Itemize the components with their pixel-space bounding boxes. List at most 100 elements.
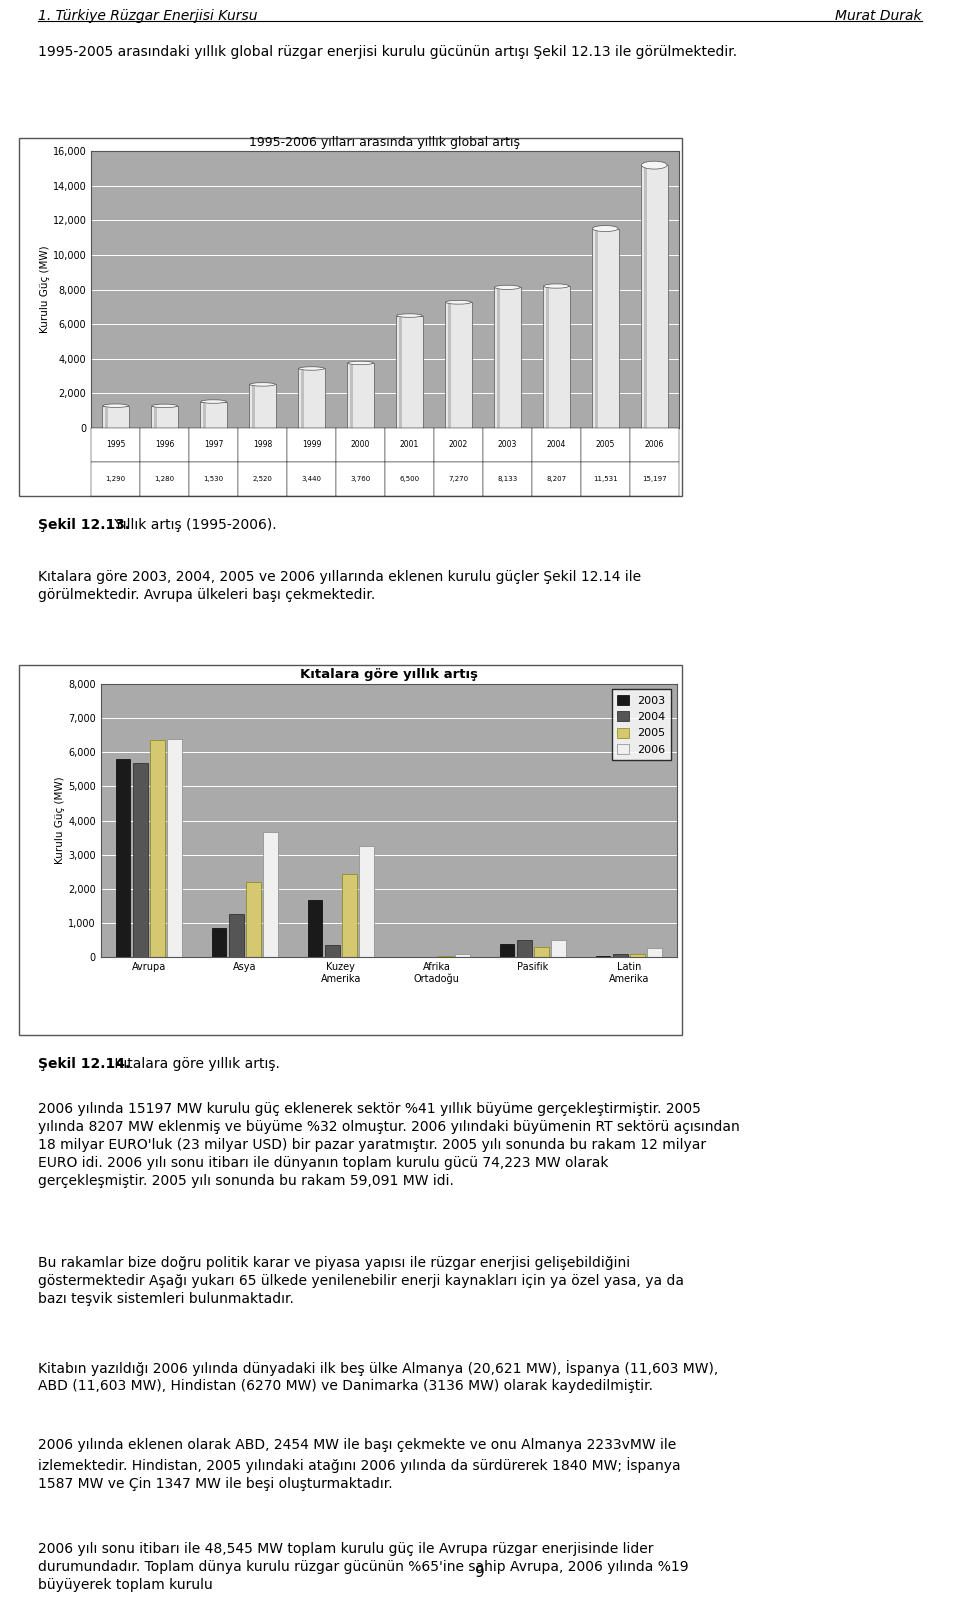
- Ellipse shape: [543, 283, 569, 288]
- Bar: [612, 954, 628, 957]
- Ellipse shape: [250, 383, 276, 386]
- Text: 1,530: 1,530: [204, 476, 224, 481]
- Bar: [151, 405, 179, 428]
- Bar: [132, 763, 148, 957]
- Bar: [200, 402, 228, 428]
- Bar: [448, 302, 451, 428]
- Text: 8,207: 8,207: [546, 476, 566, 481]
- Bar: [551, 940, 566, 957]
- Text: 2001: 2001: [399, 441, 420, 449]
- Bar: [595, 956, 611, 957]
- Text: Şekil 12.14.: Şekil 12.14.: [38, 1057, 131, 1072]
- Ellipse shape: [201, 399, 227, 404]
- Text: 1,290: 1,290: [106, 476, 126, 481]
- Text: 7,270: 7,270: [448, 476, 468, 481]
- Text: 1999: 1999: [301, 441, 322, 449]
- Text: Murat Durak: Murat Durak: [835, 8, 922, 23]
- Bar: [155, 405, 157, 428]
- Text: 1,280: 1,280: [155, 476, 175, 481]
- Bar: [546, 286, 549, 428]
- Text: 2002: 2002: [448, 441, 468, 449]
- Ellipse shape: [494, 285, 520, 290]
- Bar: [301, 368, 304, 428]
- Text: 6,500: 6,500: [399, 476, 420, 481]
- Bar: [438, 956, 453, 957]
- Bar: [347, 364, 374, 428]
- Ellipse shape: [103, 404, 129, 407]
- Bar: [252, 385, 255, 428]
- Bar: [102, 405, 130, 428]
- Title: Kıtalara göre yıllık artış: Kıtalara göre yıllık artış: [300, 668, 478, 681]
- Text: Kıtalara göre yıllık artış.: Kıtalara göre yıllık artış.: [110, 1057, 280, 1072]
- Bar: [115, 759, 131, 957]
- Legend: 2003, 2004, 2005, 2006: 2003, 2004, 2005, 2006: [612, 689, 671, 761]
- Bar: [167, 739, 182, 957]
- Bar: [150, 740, 165, 957]
- Ellipse shape: [445, 301, 471, 304]
- Text: 1998: 1998: [252, 441, 273, 449]
- Text: 2006 yılı sonu itibarı ile 48,545 MW toplam kurulu güç ile Avrupa rüzgar enerjis: 2006 yılı sonu itibarı ile 48,545 MW top…: [38, 1543, 689, 1591]
- Text: 1. Türkiye Rüzgar Enerjisi Kursu: 1. Türkiye Rüzgar Enerjisi Kursu: [38, 8, 258, 23]
- Bar: [204, 402, 206, 428]
- Title: 1995-2006 yılları arasında yıllık global artış: 1995-2006 yılları arasında yıllık global…: [250, 135, 520, 148]
- Bar: [246, 882, 261, 957]
- Bar: [630, 954, 645, 957]
- Bar: [228, 914, 244, 957]
- Y-axis label: Kurulu Güç (MW): Kurulu Güç (MW): [56, 777, 65, 864]
- Bar: [497, 288, 500, 428]
- Bar: [106, 405, 108, 428]
- Bar: [455, 954, 470, 957]
- Bar: [396, 315, 423, 428]
- Bar: [595, 228, 598, 428]
- Text: Kıtalara göre 2003, 2004, 2005 ve 2006 yıllarında eklenen kurulu güçler Şekil 12: Kıtalara göre 2003, 2004, 2005 ve 2006 y…: [38, 570, 641, 602]
- Text: 1996: 1996: [155, 441, 175, 449]
- Bar: [399, 315, 402, 428]
- Text: 2004: 2004: [546, 441, 566, 449]
- Bar: [499, 944, 515, 957]
- Bar: [324, 944, 340, 957]
- Ellipse shape: [641, 161, 667, 169]
- Ellipse shape: [592, 225, 618, 232]
- Text: Şekil 12.13.: Şekil 12.13.: [38, 518, 131, 533]
- Bar: [342, 874, 357, 957]
- Text: 2003: 2003: [497, 441, 517, 449]
- Text: Kitabın yazıldığı 2006 yılında dünyadaki ilk beş ülke Almanya (20,621 MW), İspan: Kitabın yazıldığı 2006 yılında dünyadaki…: [38, 1360, 719, 1393]
- Text: 2006: 2006: [644, 441, 664, 449]
- Text: 3,440: 3,440: [301, 476, 322, 481]
- Bar: [591, 228, 619, 428]
- Ellipse shape: [299, 367, 324, 370]
- Bar: [493, 288, 521, 428]
- Text: 3,760: 3,760: [350, 476, 371, 481]
- Text: 15,197: 15,197: [642, 476, 666, 481]
- Bar: [542, 286, 570, 428]
- Ellipse shape: [152, 404, 178, 407]
- Bar: [249, 385, 276, 428]
- Text: Yıllık artış (1995-2006).: Yıllık artış (1995-2006).: [110, 518, 277, 533]
- Bar: [307, 899, 323, 957]
- Y-axis label: Kurulu Güç (MW): Kurulu Güç (MW): [39, 246, 50, 333]
- Text: 1995-2005 arasındaki yıllık global rüzgar enerjisi kurulu gücünün artışı Şekil 1: 1995-2005 arasındaki yıllık global rüzga…: [38, 45, 737, 60]
- Text: 1995: 1995: [106, 441, 126, 449]
- Text: Bu rakamlar bize doğru politik karar ve piyasa yapısı ile rüzgar enerjisi gelişe: Bu rakamlar bize doğru politik karar ve …: [38, 1257, 684, 1305]
- Text: 1997: 1997: [204, 441, 224, 449]
- Bar: [211, 928, 227, 957]
- Text: 2006 yılında eklenen olarak ABD, 2454 MW ile başı çekmekte ve onu Almanya 2233vM: 2006 yılında eklenen olarak ABD, 2454 MW…: [38, 1438, 681, 1492]
- Ellipse shape: [348, 362, 373, 365]
- Bar: [516, 940, 532, 957]
- Text: 2000: 2000: [350, 441, 371, 449]
- Bar: [263, 832, 278, 957]
- Bar: [350, 364, 353, 428]
- Bar: [444, 302, 472, 428]
- Text: 11,531: 11,531: [593, 476, 617, 481]
- Bar: [640, 166, 668, 428]
- Ellipse shape: [396, 314, 422, 317]
- Bar: [644, 166, 647, 428]
- Bar: [534, 948, 549, 957]
- Text: 2005: 2005: [595, 441, 615, 449]
- Text: 8,133: 8,133: [497, 476, 517, 481]
- Bar: [298, 368, 325, 428]
- Text: 2,520: 2,520: [252, 476, 273, 481]
- Bar: [647, 948, 662, 957]
- Text: 9: 9: [475, 1566, 485, 1580]
- Bar: [359, 846, 374, 957]
